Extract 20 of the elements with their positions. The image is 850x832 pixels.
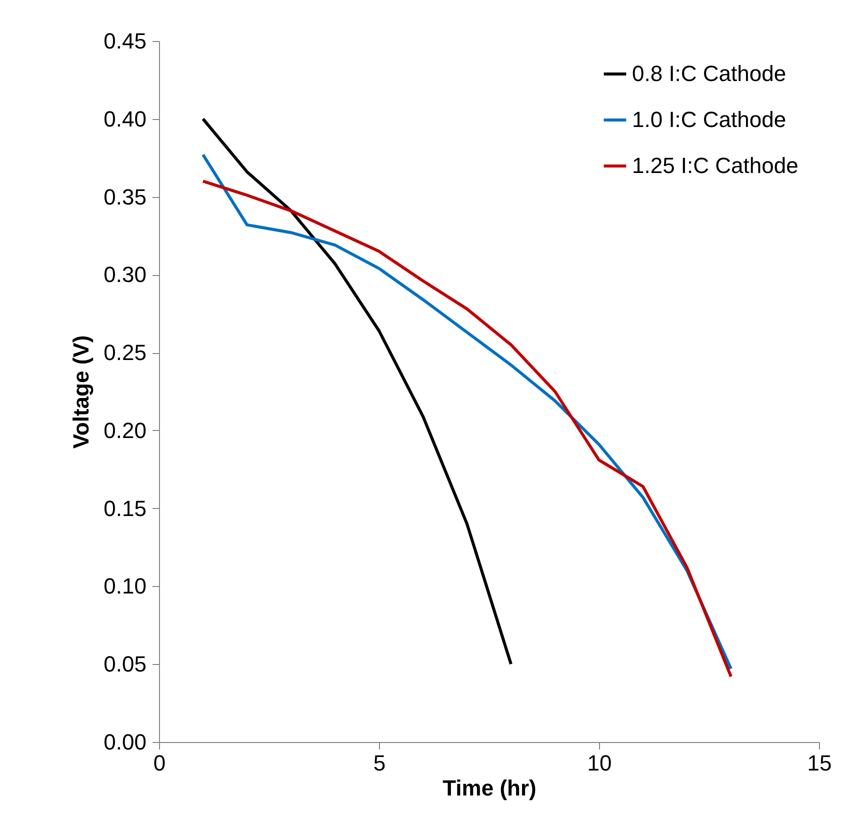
- x-axis-title: Time (hr): [442, 776, 536, 800]
- y-tick-label: 0.45: [104, 28, 146, 54]
- y-tick-label: 0.25: [104, 340, 146, 366]
- x-tick-label: 15: [807, 750, 832, 776]
- y-tick-label: 0.15: [104, 496, 146, 521]
- y-tick-label: 0.40: [104, 106, 146, 132]
- x-tick-label: 10: [587, 750, 612, 776]
- y-tick-label: 0.30: [104, 262, 146, 288]
- y-tick-label: 0.35: [104, 184, 146, 210]
- y-tick-label: 0.10: [104, 574, 146, 599]
- legend-label: 1.25 I:C Cathode: [632, 153, 798, 178]
- y-tick-label: 0.00: [104, 730, 146, 754]
- x-tick-label: 0: [153, 750, 166, 776]
- x-tick-label: 5: [373, 750, 386, 776]
- y-axis-title: Voltage (V): [68, 335, 94, 449]
- legend-label: 0.8 I:C Cathode: [632, 61, 786, 86]
- line-series: [202, 117, 512, 666]
- legend-label: 1.0 I:C Cathode: [632, 107, 786, 132]
- y-tick-label: 0.05: [104, 652, 146, 677]
- y-tick-label: 0.20: [104, 418, 146, 443]
